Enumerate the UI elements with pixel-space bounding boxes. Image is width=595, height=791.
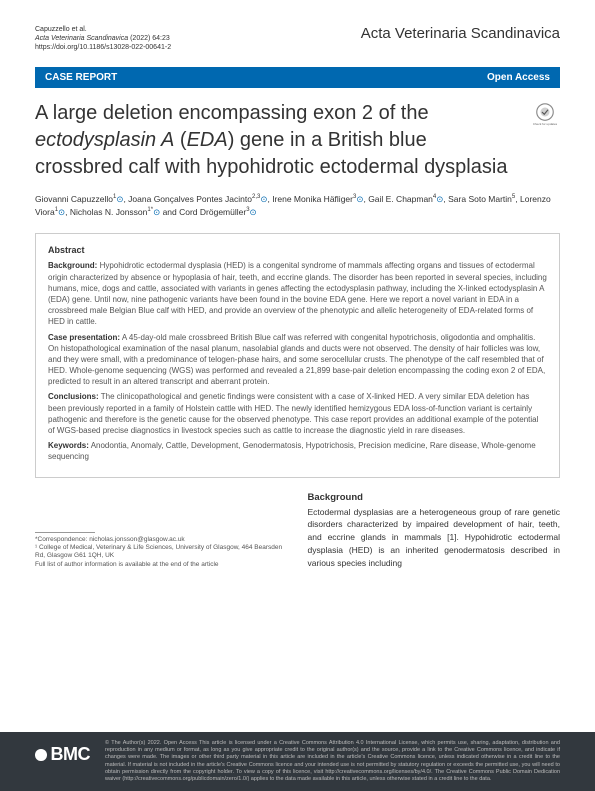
check-updates-badge[interactable]: Check for updates: [530, 100, 560, 130]
abstract-case-presentation: Case presentation: A 45-day-old male cro…: [48, 332, 547, 388]
footer-license-bar: BMC © The Author(s) 2022. Open Access Th…: [0, 732, 595, 791]
correspondence-email: *Correspondence: nicholas.jonsson@glasgo…: [35, 536, 288, 544]
citation-journal: Acta Veterinaria Scandinavica: [35, 35, 128, 42]
doi-link[interactable]: https://doi.org/10.1186/s13028-022-00641…: [35, 44, 171, 51]
article-title: A large deletion encompassing exon 2 of …: [35, 100, 520, 181]
right-column: Background Ectodermal dysplasias are a h…: [308, 492, 561, 570]
correspondence-block: *Correspondence: nicholas.jonsson@glasgo…: [35, 536, 288, 570]
citation-volume: (2022) 64:23: [130, 35, 170, 42]
abstract-heading: Abstract: [48, 244, 547, 257]
authors-list: Giovanni Capuzzello1⊙, Joana Gonçalves P…: [35, 193, 560, 219]
background-paragraph: Ectodermal dysplasias are a heterogeneou…: [308, 506, 561, 570]
orcid-icon[interactable]: ⊙: [153, 207, 160, 217]
abstract-keywords: Keywords: Anodontia, Anomaly, Cattle, De…: [48, 440, 547, 462]
correspondence-address: ¹ College of Medical, Veterinary & Life …: [35, 544, 288, 561]
svg-text:Check for updates: Check for updates: [533, 122, 558, 126]
left-column: *Correspondence: nicholas.jonsson@glasgo…: [35, 492, 288, 570]
author-info-note: Full list of author information is avail…: [35, 561, 288, 569]
citation-block: Capuzzello et al. Acta Veterinaria Scand…: [35, 25, 171, 52]
orcid-icon[interactable]: ⊙: [250, 207, 257, 217]
header-top: Capuzzello et al. Acta Veterinaria Scand…: [35, 25, 560, 52]
orcid-icon[interactable]: ⊙: [356, 194, 363, 204]
license-text: © The Author(s) 2022. Open Access This a…: [105, 740, 560, 783]
article-type-banner: CASE REPORT Open Access: [35, 67, 560, 88]
body-columns: *Correspondence: nicholas.jonsson@glasgo…: [35, 492, 560, 570]
citation-authors: Capuzzello et al.: [35, 26, 87, 33]
abstract-background: Background: Hypohidrotic ectodermal dysp…: [48, 260, 547, 327]
bmc-logo: BMC: [35, 740, 90, 770]
orcid-icon[interactable]: ⊙: [58, 207, 65, 217]
abstract-conclusions: Conclusions: The clinicopathological and…: [48, 391, 547, 436]
orcid-icon[interactable]: ⊙: [260, 194, 267, 204]
orcid-icon[interactable]: ⊙: [436, 194, 443, 204]
journal-name: Acta Veterinaria Scandinavica: [361, 25, 560, 42]
abstract-box: Abstract Background: Hypohidrotic ectode…: [35, 233, 560, 478]
open-access-label: Open Access: [487, 72, 550, 83]
orcid-icon[interactable]: ⊙: [116, 194, 123, 204]
article-type: CASE REPORT: [45, 72, 117, 83]
background-heading: Background: [308, 492, 561, 503]
